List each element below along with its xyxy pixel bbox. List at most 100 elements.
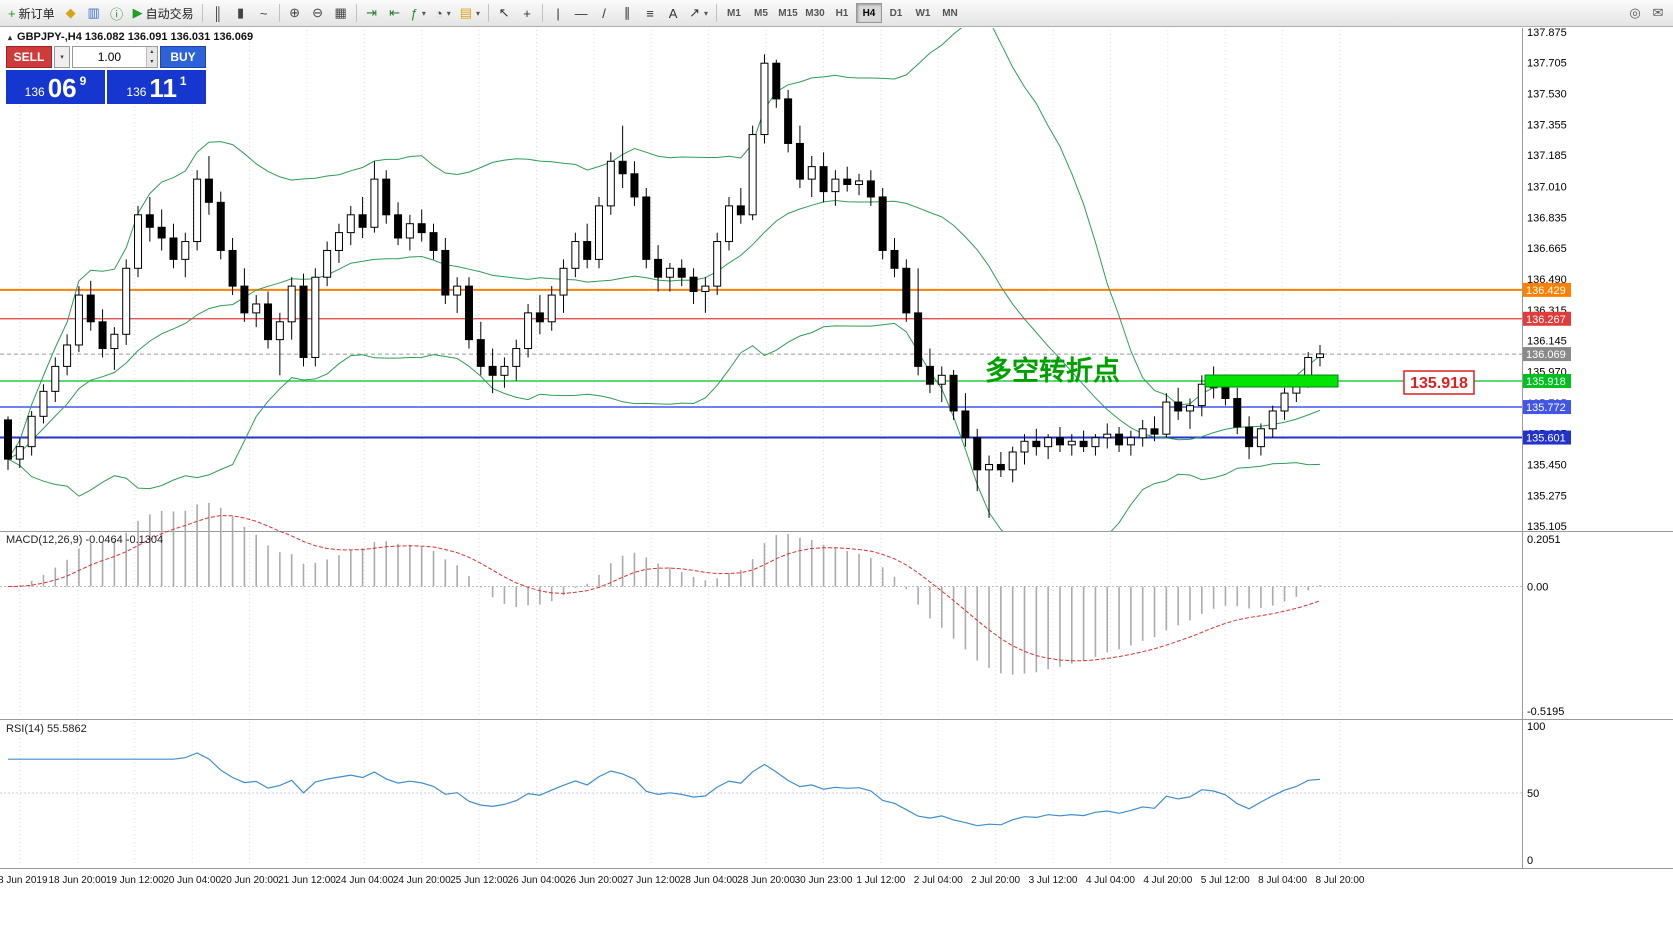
buy-button[interactable]: BUY bbox=[160, 46, 206, 68]
data-window-icon-glyph: ⓘ bbox=[110, 6, 124, 22]
buy-price-big: 11 bbox=[149, 73, 177, 104]
profiles-icon-glyph: ◆ bbox=[65, 5, 76, 20]
price-axis-label: 135.450 bbox=[1527, 459, 1567, 471]
price-axis-label: 137.010 bbox=[1527, 181, 1567, 193]
timeframe-m15-button[interactable]: M15 bbox=[775, 3, 801, 23]
order-type-dropdown[interactable]: ▾ bbox=[54, 46, 70, 68]
fibonacci-button[interactable]: ≡ bbox=[639, 2, 661, 24]
bar-chart-glyph: ║ bbox=[213, 5, 223, 21]
profiles-icon[interactable]: ◆ bbox=[60, 2, 82, 24]
time-axis-label: 26 Jun 20:00 bbox=[565, 875, 623, 886]
price-axis-label: 135.275 bbox=[1527, 491, 1567, 503]
symbol-ohlc-text: GBPJPY-,H4 136.082 136.091 136.031 136.0… bbox=[17, 31, 254, 43]
text-label-button[interactable]: A bbox=[662, 2, 684, 24]
macd-histogram bbox=[19, 502, 1321, 675]
templates-button[interactable]: ▤ ▾ bbox=[456, 2, 484, 24]
price-axis-label: 137.185 bbox=[1527, 150, 1567, 162]
chart-shift-button[interactable]: ⇤ bbox=[384, 2, 406, 24]
rsi-indicator-label: RSI(14) 55.5862 bbox=[6, 723, 87, 735]
quote-panel-collapse-icon[interactable]: ▴ bbox=[8, 32, 13, 42]
candlestick-series bbox=[4, 54, 1324, 518]
search-icon-glyph: ◎ bbox=[1629, 5, 1641, 20]
auto-scroll-button[interactable]: ⇥ bbox=[361, 2, 383, 24]
time-axis-label: 27 Jun 12:00 bbox=[622, 875, 680, 886]
price-tag: 136.429 bbox=[1523, 282, 1571, 297]
sell-price-prefix: 136 bbox=[24, 85, 45, 99]
price-axis-label: 136.145 bbox=[1527, 336, 1567, 348]
macd-signal-line bbox=[7, 515, 1321, 662]
timeframe-d1-button[interactable]: D1 bbox=[883, 3, 909, 23]
market-watch-icon-glyph: ▥ bbox=[87, 5, 100, 20]
data-window-icon[interactable]: ⓘ bbox=[106, 2, 128, 24]
price-tag: 135.772 bbox=[1523, 400, 1571, 415]
time-axis-label: 20 Jun 04:00 bbox=[163, 875, 221, 886]
crosshair-button[interactable]: + bbox=[516, 2, 538, 24]
price-callout-box[interactable] bbox=[1403, 370, 1475, 395]
equidistant-channel-button[interactable]: ∥ bbox=[616, 2, 638, 24]
chart-shift-glyph: ⇤ bbox=[389, 5, 401, 20]
periods-button[interactable]: ◔ ▾ bbox=[431, 2, 455, 24]
search-icon[interactable]: ◎ bbox=[1624, 2, 1646, 24]
time-axis-label: 19 Jun 12:00 bbox=[106, 875, 164, 886]
zoom-in-button[interactable]: ⊕ bbox=[284, 2, 306, 24]
svg-text:135.918: 135.918 bbox=[1526, 376, 1566, 388]
timeframe-m5-button[interactable]: M5 bbox=[748, 3, 774, 23]
market-watch-icon[interactable]: ▥ bbox=[83, 2, 105, 24]
auto-trading-glyph: ▶ bbox=[132, 5, 143, 20]
support-highlight-bar[interactable] bbox=[1204, 374, 1339, 388]
timeframe-mn-button[interactable]: MN bbox=[937, 3, 963, 23]
chart-canvas[interactable]: 多空转折点 135.918 137.875 137.705 137.530 137.355… bbox=[0, 28, 1673, 951]
price-tag: 136.267 bbox=[1523, 311, 1571, 326]
vertical-line-button[interactable]: | bbox=[547, 2, 569, 24]
arrow-styles-button[interactable]: ↗ ▾ bbox=[685, 2, 712, 24]
timeframe-h4-button[interactable]: H4 bbox=[855, 3, 882, 23]
time-axis-label: 5 Jul 12:00 bbox=[1201, 875, 1250, 886]
volume-down-button[interactable]: ▾ bbox=[145, 57, 157, 67]
price-tag: 135.918 bbox=[1523, 374, 1571, 389]
bar-chart-button[interactable]: ║ bbox=[207, 2, 229, 24]
sell-price-big: 06 bbox=[47, 73, 77, 104]
buy-price-display[interactable]: 136 11 1 bbox=[107, 70, 206, 104]
cursor-button[interactable]: ↖ bbox=[493, 2, 515, 24]
time-axis-label: 21 Jun 12:00 bbox=[278, 875, 336, 886]
rsi-line bbox=[8, 752, 1321, 827]
time-axis-label: 30 Jun 23:00 bbox=[795, 875, 853, 886]
templates-glyph: ▤ bbox=[459, 5, 473, 20]
new-order-button[interactable]: + 新订单 bbox=[4, 2, 59, 24]
svg-text:135.772: 135.772 bbox=[1526, 402, 1566, 414]
main-toolbar: + 新订单 ◆ ▥ ⓘ ▶ 自动交易 ║ ▮ ~ ⊕ ⊖ ▦ ⇥ ⇤ ƒ ▾ ◔ ▾ ▤ ▾ ↖ + | — / ∥ ≡ A ↗ ▾ M1 M5… bbox=[0, 0, 1673, 27]
horizontal-line-button[interactable]: — bbox=[570, 2, 592, 24]
chat-icon[interactable]: ✉ bbox=[1647, 2, 1669, 24]
time-axis-label: 1 Jul 12:00 bbox=[856, 875, 905, 886]
trendline-button[interactable]: / bbox=[593, 2, 615, 24]
candlestick-chart-glyph: ▮ bbox=[237, 5, 245, 20]
new-order-button-label: 新订单 bbox=[18, 6, 55, 21]
volume-box: ▴ ▾ bbox=[72, 46, 158, 68]
svg-text:136.069: 136.069 bbox=[1526, 349, 1566, 361]
volume-up-button[interactable]: ▴ bbox=[145, 47, 157, 57]
cursor-glyph: ↖ bbox=[498, 5, 510, 20]
sell-price-display[interactable]: 136 06 9 bbox=[6, 70, 105, 104]
time-axis-label: 24 Jun 04:00 bbox=[335, 875, 393, 886]
candlestick-chart-button[interactable]: ▮ bbox=[230, 2, 252, 24]
price-axis-label: 136.835 bbox=[1527, 212, 1567, 224]
sell-button[interactable]: SELL bbox=[6, 46, 52, 68]
zoom-out-button[interactable]: ⊖ bbox=[307, 2, 329, 24]
auto-scroll-glyph: ⇥ bbox=[366, 5, 378, 20]
timeframe-m30-button[interactable]: M30 bbox=[802, 3, 828, 23]
line-chart-button[interactable]: ~ bbox=[253, 2, 275, 24]
time-axis-label: 28 Jun 04:00 bbox=[680, 875, 738, 886]
time-axis-label: 4 Jul 20:00 bbox=[1143, 875, 1192, 886]
time-axis-label: 24 Jun 20:00 bbox=[393, 875, 451, 886]
tile-windows-glyph: ▦ bbox=[334, 5, 347, 20]
timeframe-m1-button[interactable]: M1 bbox=[721, 3, 747, 23]
timeframe-h1-button[interactable]: H1 bbox=[829, 3, 855, 23]
timeframe-w1-button[interactable]: W1 bbox=[910, 3, 936, 23]
volume-input[interactable] bbox=[73, 47, 146, 67]
svg-text:135.601: 135.601 bbox=[1526, 433, 1566, 445]
time-axis-label: 18 Jun 20:00 bbox=[48, 875, 106, 886]
indicators-button[interactable]: ƒ ▾ bbox=[407, 2, 430, 24]
auto-trading-button[interactable]: ▶ 自动交易 bbox=[129, 2, 198, 24]
tile-windows-button[interactable]: ▦ bbox=[330, 2, 352, 24]
